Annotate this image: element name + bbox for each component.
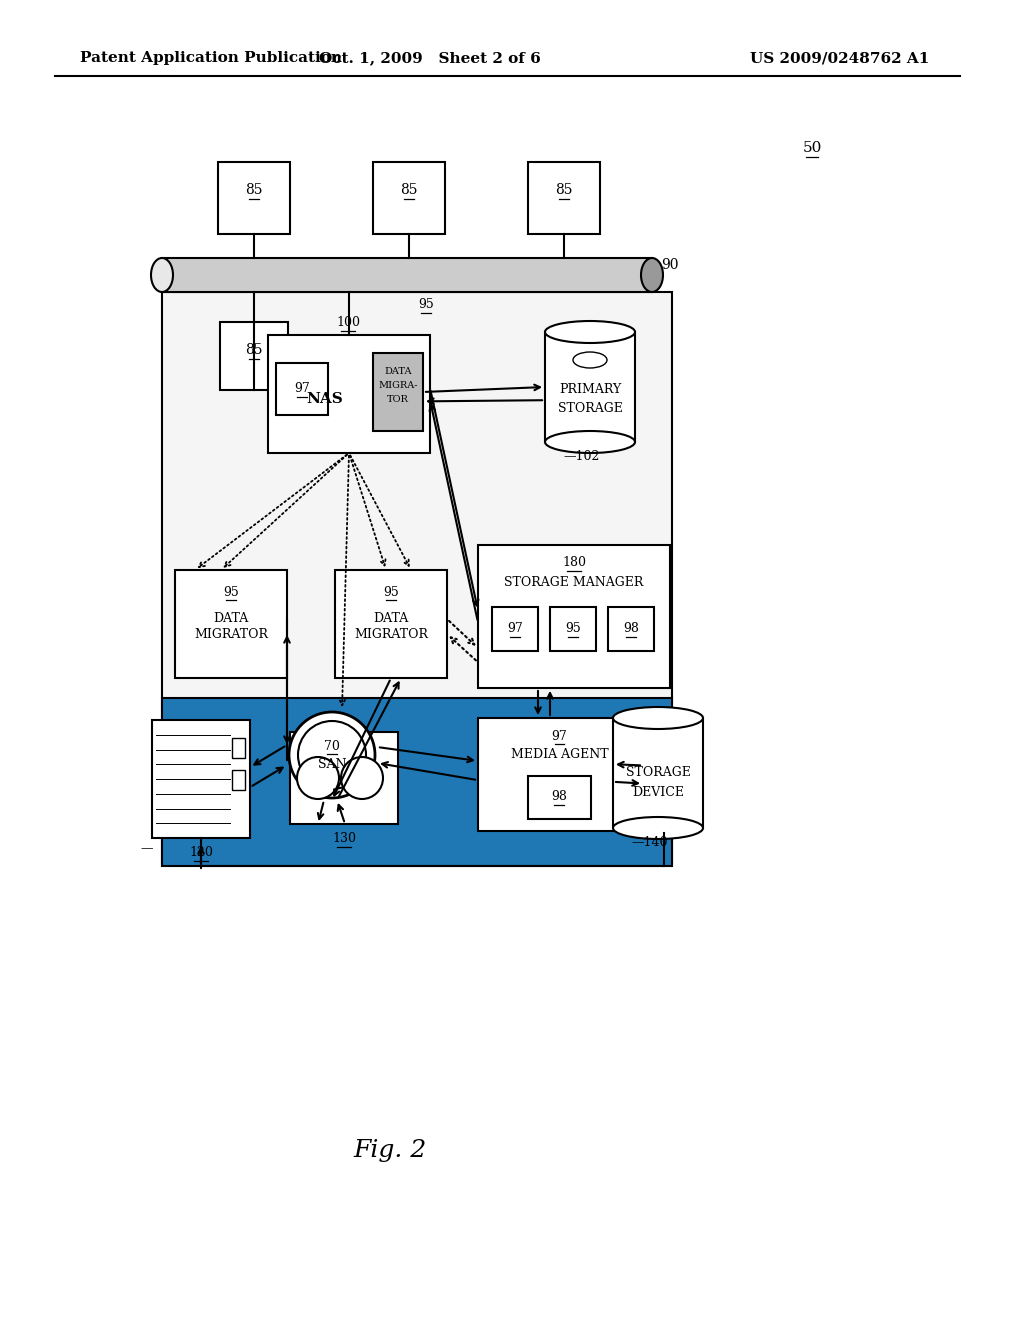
Text: PRIMARY: PRIMARY (559, 383, 622, 396)
Bar (220, 322, 288, 389)
Text: 90: 90 (662, 257, 679, 272)
Bar (478, 718, 641, 832)
Text: 95: 95 (383, 586, 399, 598)
Text: 100: 100 (336, 317, 360, 330)
Text: Oct. 1, 2009   Sheet 2 of 6: Oct. 1, 2009 Sheet 2 of 6 (319, 51, 541, 65)
Text: STORAGE MANAGER: STORAGE MANAGER (504, 576, 644, 589)
Text: 85: 85 (246, 343, 263, 356)
Text: 85: 85 (246, 183, 263, 197)
Text: —102: —102 (564, 450, 600, 462)
Bar (373, 162, 445, 234)
Text: DATA: DATA (384, 367, 412, 375)
Bar (528, 776, 591, 818)
Text: 95: 95 (418, 298, 434, 312)
Bar (550, 607, 596, 651)
Ellipse shape (613, 817, 703, 840)
Text: SAN: SAN (317, 758, 346, 771)
Ellipse shape (151, 257, 173, 292)
Bar (478, 545, 670, 688)
Text: MIGRA-: MIGRA- (378, 380, 418, 389)
Text: 180: 180 (562, 557, 586, 569)
Bar (232, 770, 245, 789)
Text: DATA: DATA (374, 611, 409, 624)
Bar (152, 719, 250, 838)
Text: 98: 98 (623, 623, 639, 635)
Bar (545, 333, 635, 442)
Circle shape (298, 721, 366, 789)
Text: 50: 50 (803, 141, 821, 154)
Text: 120: 120 (189, 846, 213, 859)
Bar (162, 257, 652, 292)
Text: TOR: TOR (387, 395, 409, 404)
Text: DEVICE: DEVICE (632, 787, 684, 800)
Text: 70: 70 (324, 739, 340, 752)
Text: Fig. 2: Fig. 2 (353, 1138, 427, 1162)
Bar (528, 162, 600, 234)
Text: 85: 85 (555, 183, 572, 197)
Circle shape (341, 756, 383, 799)
Text: 95: 95 (565, 623, 581, 635)
Text: STORAGE: STORAGE (626, 767, 690, 780)
Bar (608, 607, 654, 651)
Bar (613, 718, 703, 828)
Bar (492, 607, 538, 651)
Bar (335, 570, 447, 678)
Circle shape (297, 756, 339, 799)
Text: 97: 97 (294, 383, 310, 396)
Text: 97: 97 (507, 623, 523, 635)
Bar (276, 363, 328, 414)
Text: STORAGE: STORAGE (557, 403, 623, 416)
Text: MEDIA AGENT: MEDIA AGENT (511, 748, 608, 762)
Text: 97: 97 (552, 730, 567, 742)
Text: 85: 85 (400, 183, 418, 197)
Bar (175, 570, 287, 678)
Text: MIGRATOR: MIGRATOR (354, 627, 428, 640)
Ellipse shape (545, 432, 635, 453)
Ellipse shape (641, 257, 663, 292)
Text: MIGRATOR: MIGRATOR (194, 627, 268, 640)
Text: Patent Application Publication: Patent Application Publication (80, 51, 342, 65)
Ellipse shape (545, 321, 635, 343)
Circle shape (289, 711, 375, 799)
Bar (268, 335, 430, 453)
Bar (218, 162, 290, 234)
Text: 130: 130 (332, 833, 356, 846)
Ellipse shape (573, 352, 607, 368)
Bar (373, 352, 423, 432)
Bar (162, 698, 672, 866)
Text: DATA: DATA (213, 611, 249, 624)
Text: US 2009/0248762 A1: US 2009/0248762 A1 (750, 51, 930, 65)
Text: 98: 98 (551, 791, 567, 804)
Text: NAS: NAS (306, 392, 343, 407)
Text: 95: 95 (223, 586, 239, 598)
Ellipse shape (613, 708, 703, 729)
Text: —140: —140 (632, 836, 669, 849)
Bar (290, 733, 398, 824)
Bar (232, 738, 245, 758)
Bar (162, 292, 672, 865)
Text: —: — (140, 842, 154, 855)
